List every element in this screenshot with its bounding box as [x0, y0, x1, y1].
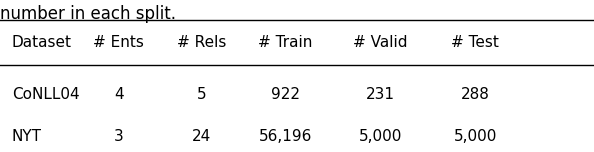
Text: 56,196: 56,196 [258, 129, 312, 144]
Text: 5,000: 5,000 [358, 129, 402, 144]
Text: 5,000: 5,000 [453, 129, 497, 144]
Text: # Test: # Test [451, 35, 499, 50]
Text: 288: 288 [461, 87, 489, 102]
Text: number in each split.: number in each split. [0, 5, 176, 22]
Text: 5: 5 [197, 87, 207, 102]
Text: 922: 922 [271, 87, 299, 102]
Text: 231: 231 [366, 87, 394, 102]
Text: Dataset: Dataset [12, 35, 72, 50]
Text: # Rels: # Rels [177, 35, 227, 50]
Text: NYT: NYT [12, 129, 42, 144]
Text: 24: 24 [192, 129, 211, 144]
Text: 3: 3 [114, 129, 124, 144]
Text: # Train: # Train [258, 35, 312, 50]
Text: CoNLL04: CoNLL04 [12, 87, 80, 102]
Text: # Ents: # Ents [93, 35, 144, 50]
Text: # Valid: # Valid [353, 35, 407, 50]
Text: 4: 4 [114, 87, 124, 102]
